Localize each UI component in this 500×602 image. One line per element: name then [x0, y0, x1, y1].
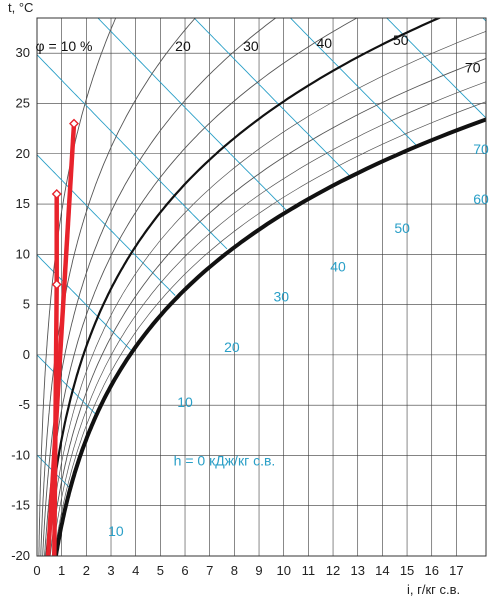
y-tick-label: 25 — [16, 95, 30, 110]
humidity-label: 30 — [243, 38, 259, 54]
x-tick-label: 0 — [33, 563, 40, 578]
y-tick-label: 20 — [16, 146, 30, 161]
x-tick-label: 15 — [400, 563, 414, 578]
x-tick-label: 14 — [375, 563, 389, 578]
enthalpy-line — [193, 18, 351, 177]
x-tick-label: 3 — [107, 563, 114, 578]
enthalpy-line — [386, 18, 486, 119]
process-point-marker — [51, 279, 62, 290]
y-axis-label: t, °C — [8, 0, 33, 15]
x-tick-label: 1 — [58, 563, 65, 578]
enthalpy-label: 60 — [473, 191, 489, 207]
x-tick-label: 10 — [276, 563, 290, 578]
x-tick-label: 6 — [181, 563, 188, 578]
humidity-label: 70 — [465, 59, 481, 75]
enthalpy-line — [37, 254, 132, 351]
humidity-curve — [53, 101, 486, 556]
process-point-marker — [51, 188, 62, 199]
process-line — [52, 194, 59, 556]
process-line — [45, 123, 77, 556]
x-tick-label: 16 — [424, 563, 438, 578]
humidity-label: φ = 10 % — [36, 38, 93, 54]
humidity-label: 50 — [393, 32, 409, 48]
x-tick-label: 5 — [157, 563, 164, 578]
y-tick-label: -20 — [11, 548, 30, 563]
y-tick-label: 10 — [16, 246, 30, 261]
enthalpy-label: 30 — [273, 289, 289, 305]
y-tick-label: 30 — [16, 45, 30, 60]
humidity-curve — [40, 18, 196, 556]
x-tick-label: 4 — [132, 563, 139, 578]
enthalpy-label: 20 — [224, 339, 240, 355]
enthalpy-line — [97, 18, 287, 211]
y-tick-label: 15 — [16, 196, 30, 211]
enthalpy-line — [37, 54, 228, 250]
x-tick-label: 11 — [302, 563, 316, 578]
process-lines-layer — [45, 118, 79, 556]
x-tick-label: 8 — [231, 563, 238, 578]
plot-frame — [36, 17, 487, 557]
enthalpy-label: 10 — [177, 394, 193, 410]
enthalpy-line — [37, 154, 176, 296]
y-tick-label: -10 — [11, 447, 30, 462]
x-tick-label: 17 — [449, 563, 463, 578]
humidity-curve — [51, 81, 486, 556]
humidity-label: 20 — [175, 38, 191, 54]
humidity-curve — [53, 117, 486, 556]
humidity-curve — [49, 58, 486, 556]
enthalpy-lines-layer — [37, 18, 486, 488]
enthalpy-label: 40 — [330, 258, 346, 274]
process-point-marker — [69, 118, 79, 129]
y-tick-label: 5 — [23, 297, 30, 312]
tick-labels-layer: 0 1 2 3 4 5 6 7 8 9 10 11 12 13 14 15 16 17302520151050-5… — [11, 45, 463, 578]
x-tick-label: 7 — [206, 563, 213, 578]
curve-labels-layer: φ = 10 % 20 30 40 50 70 10 h = 0 кДж/кг с.в. 10 2… — [36, 32, 490, 539]
x-tick-label: 2 — [83, 563, 90, 578]
humidity-curve — [42, 18, 277, 556]
x-tick-label: 13 — [350, 563, 364, 578]
y-tick-label: -15 — [11, 498, 30, 513]
humidity-label: 40 — [316, 35, 332, 51]
x-axis-label: i, г/кг с.в. — [407, 582, 460, 597]
enthalpy-label: 70 — [473, 141, 489, 157]
enthalpy-label: 50 — [394, 220, 410, 236]
enthalpy-line — [289, 18, 418, 147]
y-tick-label: -5 — [18, 397, 30, 412]
x-tick-label: 12 — [326, 563, 340, 578]
y-tick-label: 0 — [23, 347, 30, 362]
enthalpy-label: 10 — [108, 523, 124, 539]
humidity-curve — [47, 31, 486, 556]
x-tick-label: 9 — [255, 563, 262, 578]
enthalpy-label: h = 0 кДж/кг с.в. — [174, 452, 276, 468]
